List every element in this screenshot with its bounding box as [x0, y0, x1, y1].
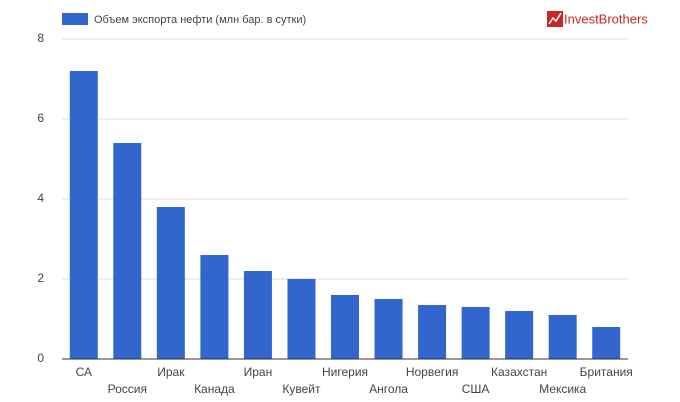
bar — [200, 255, 229, 359]
y-tick-label: 0 — [37, 351, 44, 365]
x-tick-label: СА — [76, 365, 92, 379]
x-tick-label: Мексика — [539, 382, 586, 396]
bar — [461, 307, 490, 359]
bar — [243, 271, 272, 359]
logo-icon-line — [548, 12, 562, 25]
bar — [69, 71, 98, 359]
bar — [418, 305, 447, 359]
y-tick-label: 6 — [37, 111, 44, 125]
y-tick-label: 4 — [37, 191, 44, 205]
bar — [287, 279, 316, 359]
bar — [113, 143, 142, 359]
x-tick-label: Иран — [244, 365, 273, 379]
x-tick-label: Россия — [108, 382, 147, 396]
bar — [505, 311, 534, 359]
y-tick-label: 2 — [37, 271, 44, 285]
x-tick-label: США — [462, 382, 490, 396]
bar — [156, 207, 185, 359]
x-tick-label: Британия — [580, 365, 633, 379]
y-tick-label: 8 — [37, 31, 44, 45]
bar — [548, 315, 577, 359]
bar — [331, 295, 359, 359]
logo: InvestBrothers — [547, 11, 648, 27]
x-tick-label: Ирак — [157, 365, 185, 379]
bar — [592, 327, 621, 359]
x-tick-label: Кувейт — [282, 382, 321, 396]
x-tick-label: Ангола — [369, 382, 408, 396]
x-tick-label: Канада — [194, 382, 235, 396]
x-tick-label: Норвегия — [406, 365, 459, 379]
legend-swatch — [62, 13, 88, 25]
x-tick-label: Казахстан — [491, 365, 547, 379]
x-tick-label: Нигерия — [322, 365, 368, 379]
bar — [374, 299, 403, 359]
legend-label: Объем экспорта нефти (млн бар. в сутки) — [94, 14, 306, 26]
logo-text: InvestBrothers — [564, 11, 648, 26]
